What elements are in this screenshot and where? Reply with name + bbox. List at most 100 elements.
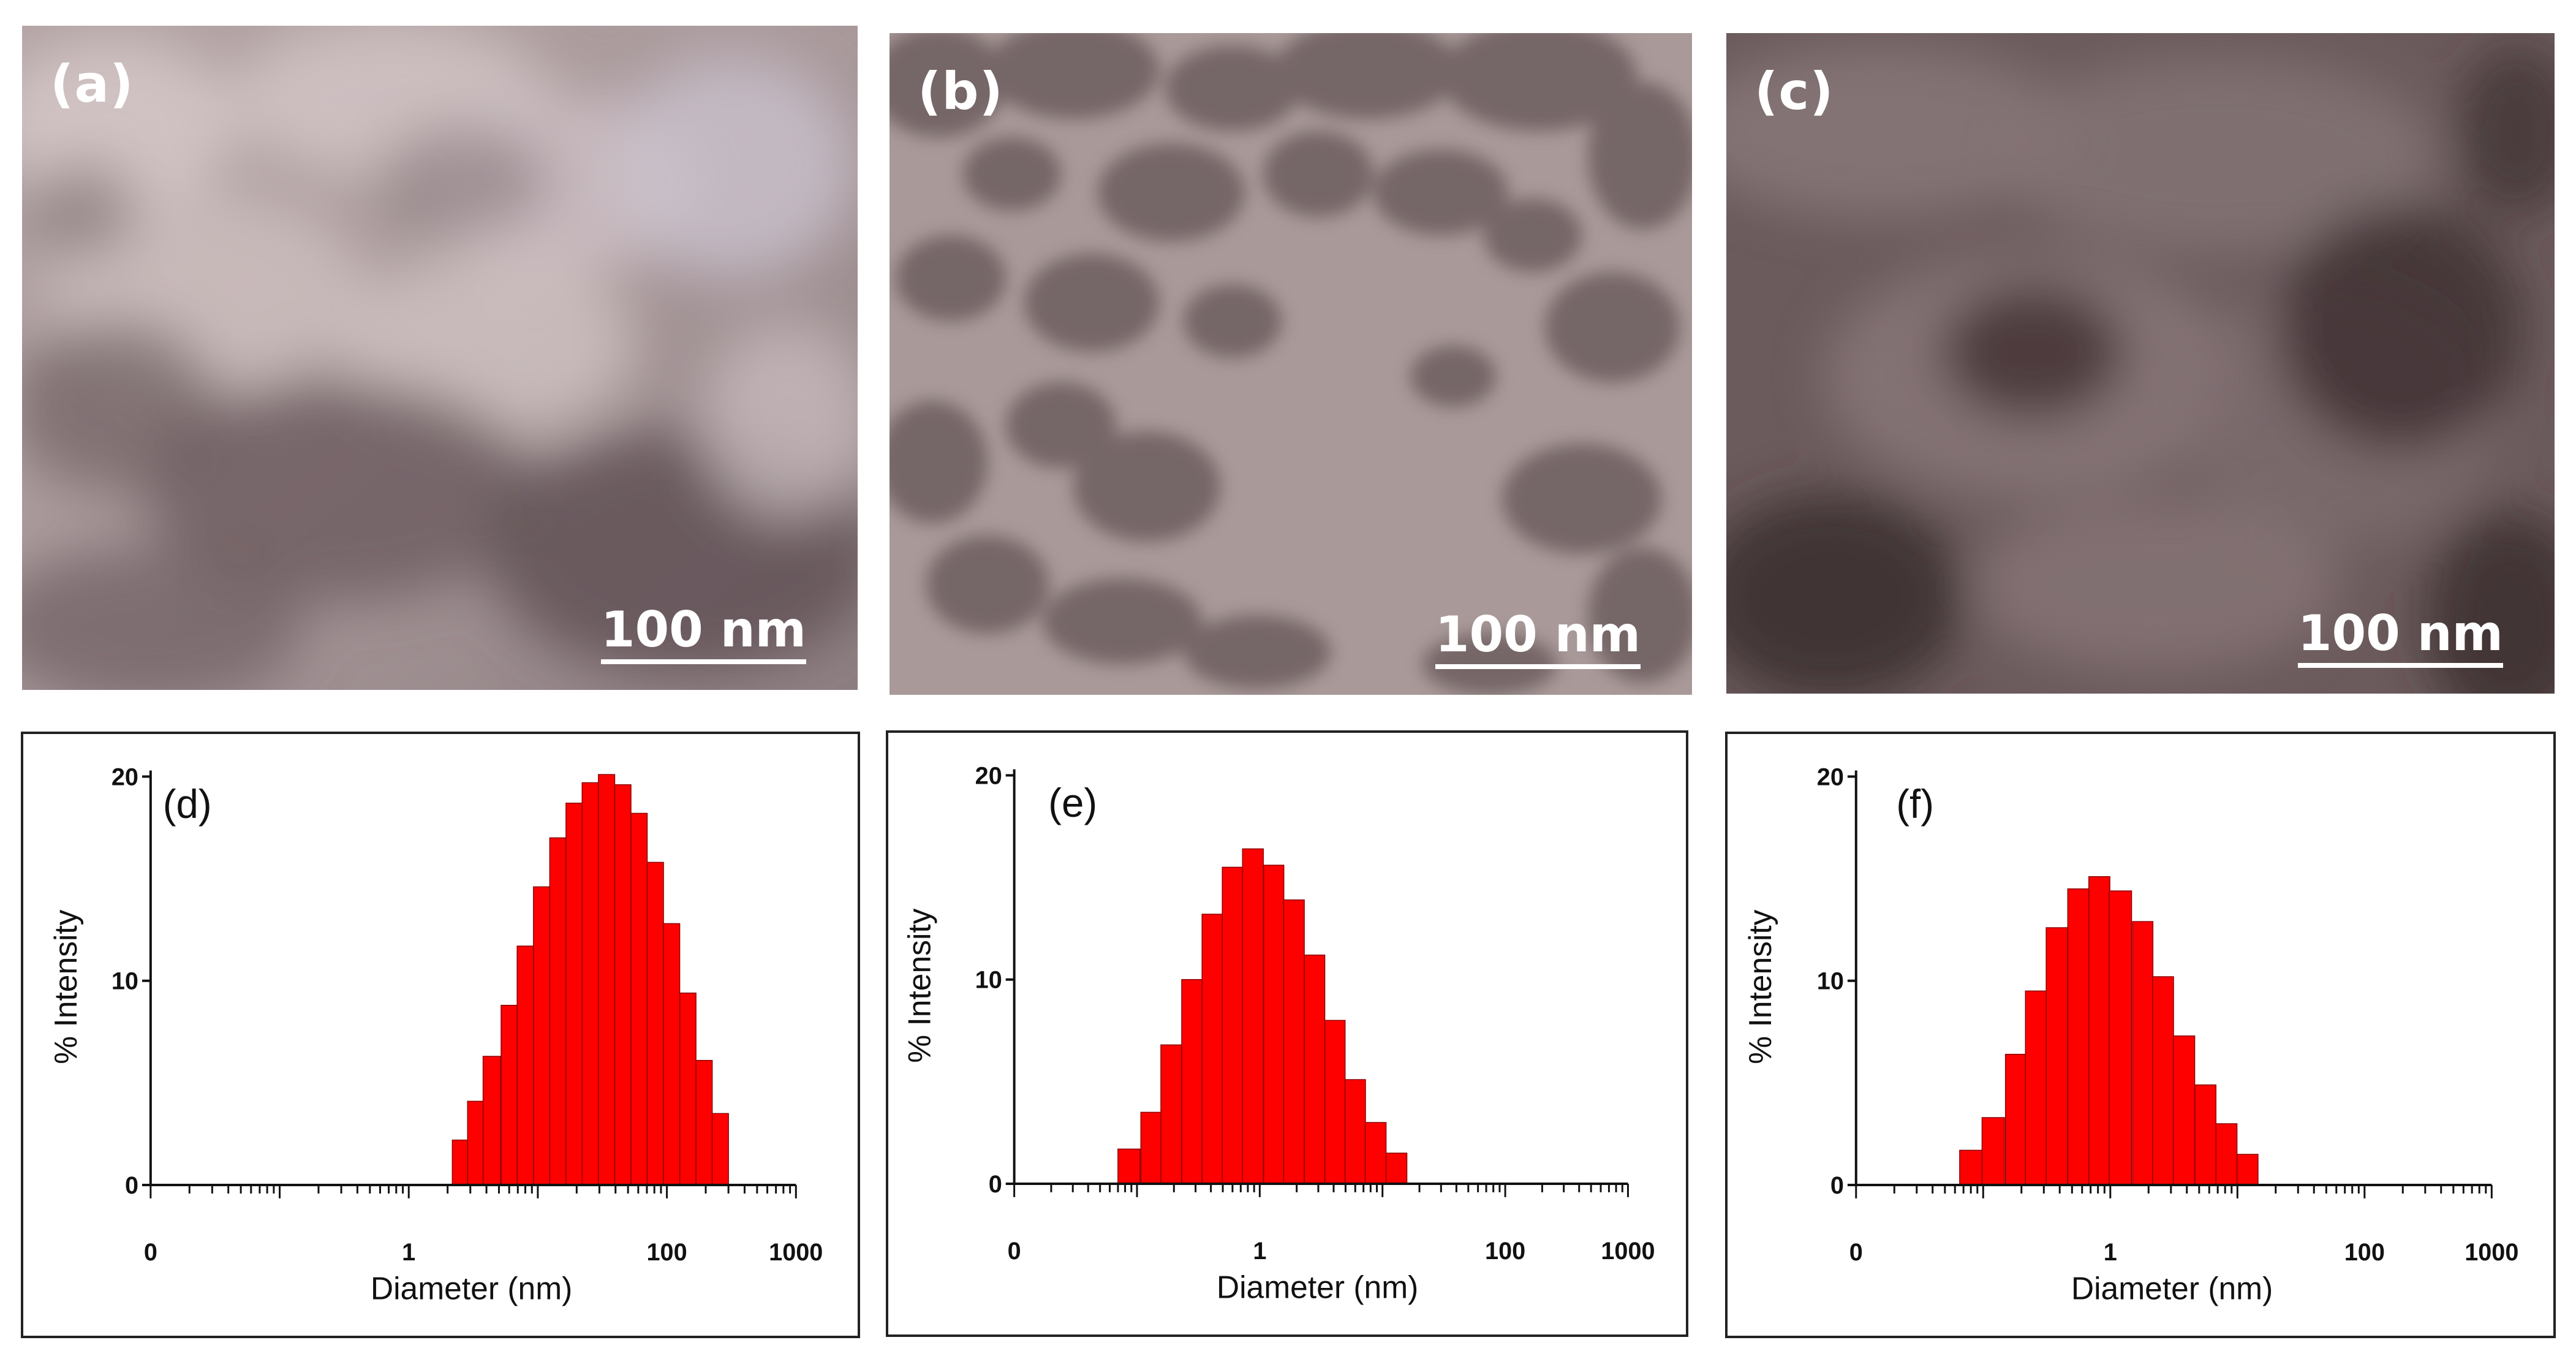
histogram-bar [2109, 890, 2132, 1186]
histogram-bar [663, 923, 681, 1186]
scale-bar-a: 100 nm [600, 605, 806, 664]
y-tick-label: 10 [1817, 968, 1844, 995]
tem-image-c: (c) 100 nm [1726, 33, 2555, 694]
histogram-bar [1385, 1153, 1408, 1184]
x-tick-label: 0 [1008, 1238, 1021, 1265]
x-tick-label: 0 [1849, 1239, 1863, 1266]
histogram-bar [1981, 1117, 2005, 1186]
histogram-bar [1181, 979, 1203, 1184]
histogram-bar [2132, 921, 2154, 1186]
histogram-bar [516, 945, 534, 1186]
histogram-bar [646, 861, 664, 1186]
histogram-bar [679, 992, 697, 1186]
size-distribution-chart-e: 0 10 20 0 1 100 1000 (e) Diameter (nm) % Inte… [886, 730, 1688, 1337]
bars [1117, 848, 1408, 1184]
y-ticks: 0 10 20 [1817, 763, 1856, 1199]
tem-image-b-texture [890, 33, 1692, 695]
histogram-bar [2236, 1154, 2259, 1186]
histogram-bar [2172, 1035, 2196, 1186]
tem-label-c: (c) [1754, 61, 1834, 121]
histogram-bar [1283, 899, 1305, 1184]
tem-label-b: (b) [918, 61, 1003, 121]
panel-label-d: (d) [163, 782, 212, 827]
x-tick-label: 1 [1253, 1238, 1266, 1265]
x-axis-title-d: Diameter (nm) [371, 1270, 572, 1306]
size-distribution-chart-f: 0 10 20 0 1 100 1000 (f) Diameter (nm) % Inte… [1725, 732, 2556, 1338]
histogram-bar [598, 774, 616, 1186]
histogram-bar [614, 784, 632, 1186]
histogram-bar [482, 1056, 501, 1186]
tem-image-a: (a) 100 nm [22, 26, 858, 690]
histogram-bar [2067, 888, 2090, 1186]
histogram-bar [1140, 1111, 1162, 1184]
y-tick-label: 10 [975, 967, 1002, 994]
histogram-bar [630, 812, 648, 1186]
histogram-bar [711, 1113, 729, 1186]
x-tick-label: 100 [1485, 1238, 1525, 1265]
scale-bar-b: 100 nm [1435, 610, 1641, 669]
histogram-bar [2088, 876, 2110, 1186]
chart-svg-e: 0 10 20 0 1 100 1000 (e) Diameter (nm) % Inte… [902, 762, 1655, 1304]
panel-label-e: (e) [1048, 781, 1097, 825]
x-ticks: 0 1 100 1000 [1849, 1185, 2518, 1266]
chart-svg-f: 0 10 20 0 1 100 1000 (f) Diameter (nm) % Inte… [1742, 763, 2519, 1306]
y-axis-title-d: % Intensity [48, 909, 83, 1064]
histogram-bar [1959, 1149, 1983, 1186]
y-tick-label: 20 [1817, 763, 1844, 790]
x-tick-label: 100 [2344, 1239, 2385, 1266]
bars [1959, 876, 2259, 1186]
histogram-bar [581, 782, 599, 1186]
histogram-bar [451, 1139, 469, 1186]
histogram-bar [1160, 1044, 1182, 1184]
histogram-bar [2194, 1084, 2216, 1186]
x-tick-label: 100 [647, 1239, 687, 1266]
histogram-bar [1324, 1020, 1346, 1184]
x-tick-label: 1000 [1601, 1238, 1655, 1265]
bars [451, 774, 729, 1186]
histogram-bar [1364, 1122, 1387, 1184]
tem-image-b: (b) 100 nm [890, 33, 1692, 695]
x-tick-label: 0 [144, 1239, 157, 1266]
histogram-bar [2025, 990, 2047, 1186]
x-axis-title-e: Diameter (nm) [1217, 1269, 1418, 1304]
histogram-bar [695, 1059, 713, 1186]
histogram-bar [549, 837, 567, 1186]
size-distribution-chart-d: 0 10 20 0 1 100 1000 (d) Diameter (nm) % Inte… [21, 732, 860, 1338]
y-ticks: 0 10 20 [975, 762, 1014, 1198]
histogram-bar [1344, 1079, 1366, 1184]
histogram-bar [1242, 848, 1264, 1184]
y-tick-label: 10 [111, 968, 138, 995]
histogram-bar [533, 886, 551, 1186]
histogram-bar [1263, 865, 1285, 1184]
y-axis-title-f: % Intensity [1742, 909, 1778, 1064]
y-tick-label: 0 [125, 1172, 138, 1199]
y-tick-label: 0 [989, 1171, 1002, 1198]
chart-svg-d: 0 10 20 0 1 100 1000 (d) Diameter (nm) % Inte… [48, 763, 823, 1306]
y-tick-label: 0 [1830, 1172, 1844, 1199]
histogram-bar [2152, 976, 2174, 1186]
tem-label-a: (a) [50, 54, 134, 114]
panel-label-f: (f) [1896, 782, 1934, 827]
histogram-bar [1304, 954, 1326, 1184]
x-tick-label: 1 [402, 1239, 415, 1266]
histogram-bar [2045, 927, 2068, 1186]
histogram-bar [2004, 1053, 2026, 1186]
histogram-bar [467, 1100, 485, 1186]
x-ticks: 0 1 100 1000 [1008, 1184, 1655, 1265]
y-tick-label: 20 [975, 762, 1002, 789]
histogram-bar [565, 803, 583, 1186]
histogram-bar [1201, 914, 1223, 1184]
histogram-bar [1117, 1148, 1141, 1184]
histogram-bar [1222, 866, 1244, 1184]
y-axis-title-e: % Intensity [902, 908, 937, 1062]
tem-image-c-texture [1726, 33, 2555, 694]
x-tick-label: 1 [2104, 1239, 2117, 1266]
tem-image-a-texture [22, 26, 858, 690]
histogram-bar [2215, 1123, 2238, 1186]
x-ticks: 0 1 100 1000 [144, 1185, 823, 1266]
y-tick-label: 20 [111, 763, 138, 790]
histogram-bar [500, 1004, 518, 1186]
x-axis-title-f: Diameter (nm) [2071, 1270, 2273, 1306]
y-ticks: 0 10 20 [111, 763, 151, 1199]
